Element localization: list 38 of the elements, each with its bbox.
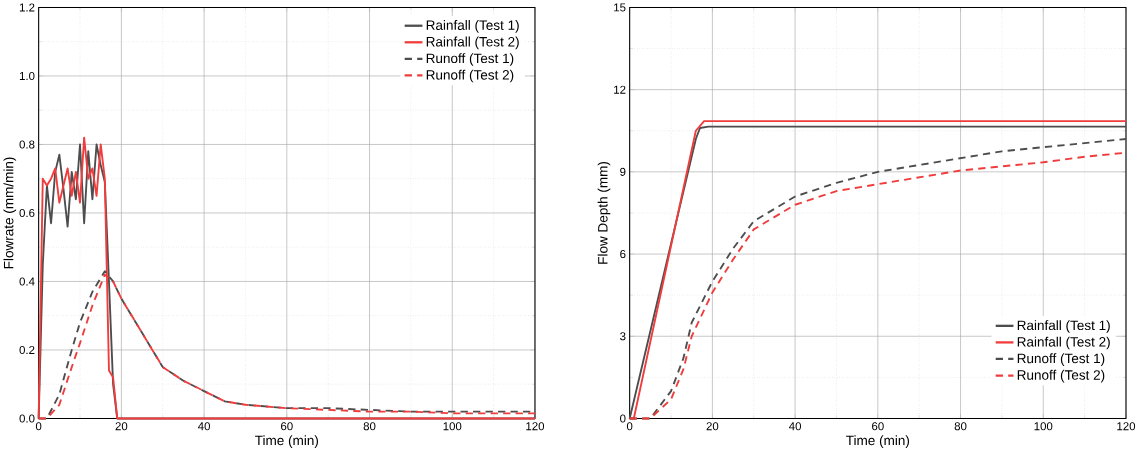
x-tick-label: 60 <box>872 421 884 431</box>
y-tick-label: 12 <box>614 85 626 94</box>
x-tick-label: 100 <box>1034 421 1053 431</box>
x-tick-label: 100 <box>443 421 462 431</box>
legend-label: Runoff (Test 1) <box>426 52 514 66</box>
legend-label: Runoff (Test 2) <box>426 69 514 83</box>
x-tick-label: 120 <box>1117 421 1136 431</box>
x-tick-label: 40 <box>197 421 210 431</box>
y-tick-label: 0.6 <box>19 208 35 217</box>
y-tick-label: 0 <box>620 414 626 423</box>
y-tick-label: 1.0 <box>19 71 35 80</box>
x-axis-title: Time (min) <box>846 435 910 448</box>
y-axis-title: Flowrate (mm/min) <box>3 157 17 269</box>
x-axis-title: Time (min) <box>255 435 319 448</box>
legend-label: Rainfall (Test 2) <box>1017 336 1110 350</box>
y-tick-label: 0.2 <box>19 345 35 354</box>
x-tick-label: 0 <box>35 421 42 431</box>
x-tick-label: 60 <box>281 421 293 431</box>
legend-label: Runoff (Test 1) <box>1017 353 1105 366</box>
y-tick-label: 9 <box>620 167 626 176</box>
x-tick-label: 80 <box>363 421 376 431</box>
y-tick-label: 1.2 <box>19 3 35 12</box>
legend-label: Rainfall (Test 1) <box>426 19 519 33</box>
x-tick-label: 80 <box>954 421 967 431</box>
y-axis-title: Flow Depth (mm) <box>597 161 611 264</box>
x-tick-label: 20 <box>706 421 719 431</box>
y-tick-label: 0.0 <box>19 414 35 423</box>
x-tick-label: 120 <box>526 421 545 431</box>
y-tick-label: 3 <box>620 332 626 341</box>
legend-label: Runoff (Test 2) <box>1017 369 1105 383</box>
y-tick-label: 0.4 <box>19 277 35 286</box>
y-tick-label: 0.8 <box>19 140 35 149</box>
y-tick-label: 6 <box>620 249 626 258</box>
legend-label: Rainfall (Test 1) <box>1017 319 1110 333</box>
x-tick-label: 20 <box>115 421 128 431</box>
legend-label: Rainfall (Test 2) <box>426 36 519 50</box>
y-tick-label: 15 <box>614 3 626 12</box>
x-tick-label: 40 <box>789 421 802 431</box>
